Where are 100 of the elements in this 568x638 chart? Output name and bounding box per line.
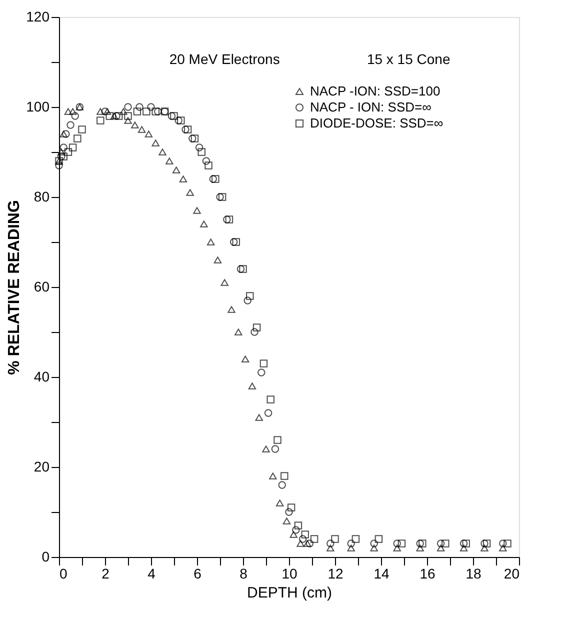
x-tick-label: 8: [240, 566, 248, 582]
point: [170, 112, 178, 120]
point: [216, 193, 224, 201]
x-axis-title: DEPTH (cm): [247, 584, 332, 602]
y-tick-label: 40: [34, 368, 50, 384]
point: [195, 144, 204, 152]
point: [184, 126, 192, 134]
x-tick-label: 20: [504, 566, 520, 582]
x-tick-label: 0: [60, 566, 68, 582]
legend-label: NACP -ION: SSD=100: [310, 84, 440, 98]
annotation: 15 x 15 Cone: [366, 51, 450, 68]
x-tick-label: 6: [194, 566, 202, 582]
point: [64, 108, 72, 115]
point: [112, 112, 120, 120]
point: [66, 121, 74, 129]
point: [264, 409, 272, 417]
point: [186, 189, 194, 196]
point: [258, 368, 266, 376]
y-tick-label: 80: [34, 188, 50, 204]
point: [310, 535, 318, 543]
point: [298, 535, 307, 543]
point: [174, 116, 182, 124]
point: [230, 238, 238, 246]
point: [370, 540, 378, 548]
point: [248, 382, 256, 390]
point: [209, 175, 217, 183]
legend-label: DIODE-DOSE: SSD=∞: [310, 116, 444, 130]
point: [74, 134, 82, 142]
point: [232, 238, 240, 246]
point: [225, 216, 234, 224]
point: [278, 481, 286, 489]
point: [393, 540, 401, 548]
point: [124, 112, 132, 120]
point: [255, 414, 263, 421]
point: [416, 540, 424, 548]
point: [290, 531, 298, 538]
y-tick-label: 60: [34, 278, 50, 294]
point: [239, 265, 247, 273]
point: [326, 540, 334, 548]
point: [68, 144, 77, 152]
point: [269, 472, 277, 480]
point: [436, 540, 445, 548]
point: [138, 126, 146, 133]
x-tick-label: 10: [282, 566, 298, 582]
point: [190, 134, 199, 142]
point: [285, 508, 293, 516]
point: [78, 126, 86, 134]
point: [250, 328, 258, 336]
point: [62, 130, 70, 138]
point: [57, 152, 66, 160]
point: [480, 544, 488, 552]
point: [234, 328, 242, 336]
y-tick-label: 20: [34, 458, 50, 474]
point: [166, 158, 174, 164]
point: [301, 530, 309, 538]
point: [416, 544, 424, 552]
point: [294, 522, 302, 530]
point: [172, 166, 180, 174]
point: [136, 103, 144, 111]
point: [252, 324, 261, 332]
point: [304, 540, 312, 547]
point: [352, 535, 360, 543]
point: [60, 152, 68, 160]
point: [64, 148, 72, 156]
point: [347, 544, 355, 552]
point: [212, 175, 220, 183]
point: [280, 472, 288, 480]
point: [124, 103, 132, 111]
point: [436, 544, 445, 552]
point: [214, 256, 222, 264]
point: [244, 296, 252, 304]
point: [223, 216, 231, 224]
point: [204, 162, 212, 170]
point: [347, 540, 355, 548]
point: [282, 518, 291, 524]
point: [114, 112, 123, 120]
x-tick-label: 2: [102, 566, 110, 582]
point: [499, 544, 507, 552]
y-axis-title: % RELATIVE READING: [6, 200, 24, 375]
point: [124, 117, 132, 124]
x-tick-label: 12: [328, 566, 344, 582]
point: [106, 112, 114, 120]
point: [218, 193, 226, 201]
point: [482, 540, 491, 548]
point: [103, 108, 112, 115]
point: [206, 238, 215, 246]
x-tick-label: 16: [420, 566, 436, 582]
point: [147, 103, 155, 111]
x-tick-label: 4: [148, 566, 156, 582]
point: [228, 306, 236, 313]
point: [110, 112, 118, 120]
point: [177, 116, 185, 124]
point: [398, 540, 406, 548]
point: [55, 162, 63, 170]
point: [236, 265, 245, 273]
point: [60, 130, 68, 138]
y-tick-label: 100: [26, 98, 50, 114]
point: [168, 112, 176, 120]
legend-label: NACP - ION: SSD=∞: [310, 100, 432, 114]
x-tick-label: 18: [466, 566, 482, 582]
